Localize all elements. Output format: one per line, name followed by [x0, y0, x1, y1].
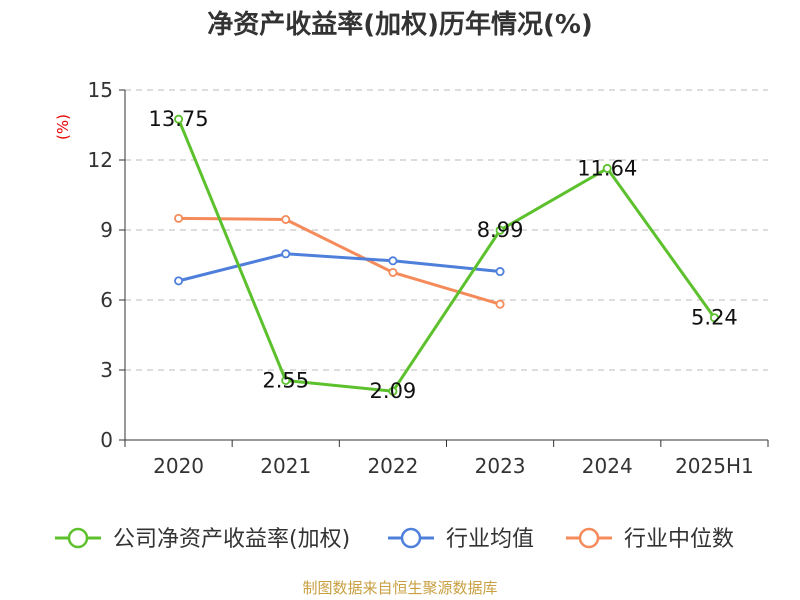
series-0-point-3: [495, 225, 505, 235]
series-layer: [174, 114, 719, 396]
legend-label-1: 行业均值: [446, 527, 534, 552]
series-0-point-1: [281, 375, 291, 385]
x-tick-label-2021: 2021: [260, 454, 311, 478]
source-note: 制图数据来自恒生聚源数据库: [302, 579, 497, 597]
x-tick-label-2025H1: 2025H1: [675, 454, 754, 478]
legend-swatch-marker-1: [400, 527, 422, 549]
legend-label-0: 公司净资产收益率(加权): [113, 527, 350, 552]
data-label-2022: 2.09: [370, 379, 417, 403]
series-1-point-0: [174, 276, 184, 286]
data-label-2024: 11.64: [577, 156, 637, 180]
series-0-point-2: [388, 386, 398, 396]
legend-swatch-marker-2: [578, 527, 600, 549]
data-label-2021: 2.55: [262, 369, 309, 393]
series-0: [174, 114, 719, 396]
y-tick-label-15: 15: [88, 78, 113, 102]
chart-title: 净资产收益率(加权)历年情况(%): [207, 9, 593, 40]
series-2-point-0: [174, 213, 184, 223]
data-label-2025H1: 5.24: [691, 306, 738, 330]
series-0-point-5: [709, 313, 719, 323]
series-1: [174, 249, 505, 286]
legend-swatch-marker-0: [67, 527, 89, 549]
legend-label-2: 行业中位数: [624, 527, 734, 552]
series-1-point-3: [495, 267, 505, 277]
y-axis-unit: (%): [54, 114, 72, 140]
series-2-point-2: [388, 267, 398, 277]
data-label-2020: 13.75: [149, 107, 209, 131]
data-label-2023: 8.99: [477, 218, 524, 242]
legend-item-0[interactable]: 公司净资产收益率(加权): [55, 527, 350, 552]
y-tick-label-0: 0: [100, 428, 113, 452]
series-0-line: [177, 117, 716, 393]
x-tick-label-2024: 2024: [582, 454, 633, 478]
y-tick-label-9: 9: [100, 218, 113, 242]
y-tick-label-3: 3: [100, 358, 113, 382]
series-2-line: [177, 216, 502, 306]
grid-lines: [125, 89, 768, 371]
x-tick-label-2020: 2020: [153, 454, 204, 478]
series-0-point-0: [174, 114, 184, 124]
legend-item-1[interactable]: 行业均值: [388, 527, 534, 552]
series-0-point-4: [602, 163, 612, 173]
series-2-point-3: [495, 299, 505, 309]
legend[interactable]: 公司净资产收益率(加权) 行业均值 行业中位数: [55, 527, 734, 552]
series-1-line: [177, 252, 502, 283]
y-tick-label-6: 6: [100, 288, 113, 312]
axes: 0 3 6 9 12 15 2020 2021 2022 2023 2024 2025H1: [88, 78, 769, 478]
y-tick-label-12: 12: [88, 148, 113, 172]
x-tick-label-2023: 2023: [475, 454, 526, 478]
series-1-point-1: [281, 249, 291, 259]
legend-item-2[interactable]: 行业中位数: [566, 527, 734, 552]
x-tick-label-2022: 2022: [367, 454, 418, 478]
series-2-point-1: [281, 214, 291, 224]
data-labels: 13.75 2.55 2.09 8.99 11.64 5.24: [149, 107, 738, 403]
series-1-point-2: [388, 256, 398, 266]
series-2: [174, 213, 505, 309]
